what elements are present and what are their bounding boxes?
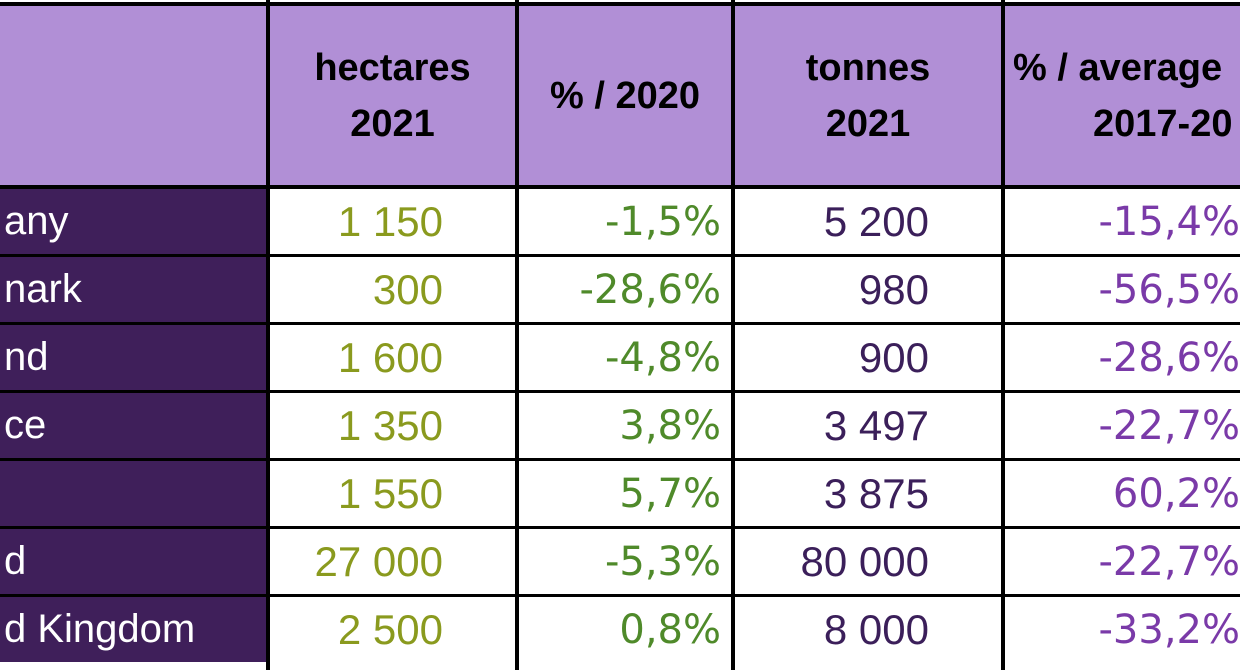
tonnes-cell: 3 497	[735, 393, 1001, 458]
grid-line	[0, 594, 1240, 597]
grid-line	[0, 254, 1240, 257]
tonnes-cell: 80 000	[735, 529, 1001, 594]
hectares-cell: 2 500	[270, 597, 515, 662]
grid-line	[0, 390, 1240, 393]
avg-cell: -33,2%	[1005, 597, 1240, 662]
hectares-cell: 27 000	[270, 529, 515, 594]
grid-line	[0, 458, 1240, 461]
header-tonnes-2021: tonnes 2021	[735, 6, 1001, 185]
avg-cell: 60,2%	[1005, 461, 1240, 526]
header-tonnes-line1: tonnes	[805, 46, 931, 89]
header-hectares-line2: 2021	[350, 102, 435, 145]
grid-line	[0, 2, 1240, 6]
country-cell: d	[0, 529, 266, 594]
hectares-cell: 1 150	[270, 189, 515, 254]
grid-line	[0, 526, 1240, 529]
avg-cell: -22,7%	[1005, 393, 1240, 458]
country-cell: any	[0, 189, 266, 254]
pct2020-cell: 0,8%	[519, 597, 731, 662]
avg-cell: -28,6%	[1005, 325, 1240, 390]
avg-cell: -15,4%	[1005, 189, 1240, 254]
hectares-cell: 1 350	[270, 393, 515, 458]
hectares-cell: 1 600	[270, 325, 515, 390]
pct2020-cell: -28,6%	[519, 257, 731, 322]
pct2020-cell: -4,8%	[519, 325, 731, 390]
header-hectares-line1: hectares	[314, 46, 471, 89]
avg-cell: -56,5%	[1005, 257, 1240, 322]
tonnes-cell: 980	[735, 257, 1001, 322]
header-pct-average: % / average 2017-20	[1005, 6, 1240, 185]
header-pct2020-label: % / 2020	[550, 74, 700, 117]
header-tonnes-line2: 2021	[825, 102, 911, 145]
hectares-cell: 1 550	[270, 461, 515, 526]
tonnes-cell: 900	[735, 325, 1001, 390]
pct2020-cell: 3,8%	[519, 393, 731, 458]
grid-line	[1001, 0, 1005, 670]
pct2020-cell: -1,5%	[519, 189, 731, 254]
header-avg-line1: % / average	[1013, 46, 1223, 89]
avg-cell: -22,7%	[1005, 529, 1240, 594]
header-avg-line2: 2017-20	[1093, 102, 1233, 145]
grid-line	[0, 322, 1240, 325]
grid-line	[266, 0, 270, 670]
tonnes-cell: 3 875	[735, 461, 1001, 526]
grid-line	[0, 185, 1240, 189]
tonnes-cell: 8 000	[735, 597, 1001, 662]
grid-line	[515, 0, 519, 670]
country-cell: nark	[0, 257, 266, 322]
pct2020-cell: 5,7%	[519, 461, 731, 526]
country-cell: nd	[0, 325, 266, 390]
pct2020-cell: -5,3%	[519, 529, 731, 594]
tonnes-cell: 5 200	[735, 189, 1001, 254]
hectares-cell: 300	[270, 257, 515, 322]
country-cell	[0, 461, 266, 526]
grid-line	[731, 0, 735, 670]
header-hectares-2021: hectares 2021	[270, 6, 515, 185]
header-blank-cell	[0, 6, 266, 185]
header-pct-2020: % / 2020	[519, 6, 731, 185]
country-cell: ce	[0, 393, 266, 458]
country-cell: d Kingdom	[0, 597, 266, 662]
